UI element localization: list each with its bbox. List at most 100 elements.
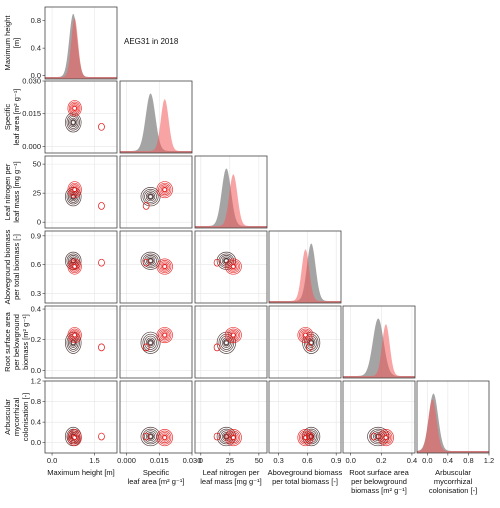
x-axis-label: leaf area [m² g⁻¹] bbox=[128, 477, 185, 486]
contour-group-a bbox=[67, 116, 79, 129]
panel-content bbox=[64, 426, 105, 447]
contour-group-b bbox=[303, 332, 308, 338]
y-tick-label: 0.0 bbox=[31, 71, 41, 80]
centroid-group-a bbox=[309, 341, 313, 345]
contour-group-a bbox=[218, 253, 235, 269]
contour-group-b bbox=[72, 332, 77, 338]
contour-group-a bbox=[145, 432, 156, 442]
contour-group-b bbox=[229, 331, 238, 339]
contour-group-b bbox=[297, 327, 314, 344]
panel-content bbox=[297, 327, 321, 354]
contour-group-a bbox=[148, 434, 153, 439]
outlier-contour bbox=[213, 343, 221, 352]
x-axis-label: Aboveground biomass bbox=[268, 468, 343, 477]
contour-group-a bbox=[67, 255, 79, 267]
x-tick-label: 0.8 bbox=[463, 456, 473, 465]
contour-group-a bbox=[140, 251, 161, 270]
density-group-b bbox=[417, 399, 489, 453]
centroid-group-b bbox=[163, 188, 167, 191]
outlier-contour bbox=[98, 122, 105, 131]
contour-group-b bbox=[67, 428, 82, 447]
contour-group-b bbox=[67, 258, 82, 275]
contour-group-b bbox=[70, 103, 80, 114]
contour-group-b bbox=[68, 182, 81, 197]
contour-group-b bbox=[230, 434, 237, 441]
contour-group-b bbox=[224, 428, 242, 447]
panel-frame bbox=[194, 230, 268, 304]
contour-group-a bbox=[142, 253, 159, 269]
outlier-contour bbox=[305, 343, 313, 352]
contour-group-a bbox=[144, 255, 157, 267]
contour-group-a bbox=[142, 188, 159, 205]
contour-group-a bbox=[144, 335, 157, 350]
x-tick-label: 0.000 bbox=[117, 456, 136, 465]
panel-content bbox=[120, 93, 192, 153]
centroid-group-b bbox=[73, 188, 76, 191]
x-axis-label: Arbuscular bbox=[435, 468, 471, 477]
panel-frame bbox=[268, 380, 342, 454]
contour-group-b bbox=[162, 332, 168, 338]
contour-group-b bbox=[156, 327, 173, 344]
panel-frame bbox=[44, 6, 118, 80]
panel-background bbox=[195, 306, 267, 378]
outlier-contour bbox=[305, 432, 313, 441]
contour-group-a bbox=[144, 430, 157, 443]
centroid-group-b bbox=[163, 333, 167, 337]
contour-group-a bbox=[145, 256, 156, 265]
density-group-b bbox=[45, 18, 117, 79]
contour-group-b bbox=[158, 260, 172, 274]
x-axis-label: colonisation [-] bbox=[429, 486, 477, 495]
contour-group-b bbox=[159, 261, 170, 272]
contour-group-b bbox=[162, 186, 168, 193]
y-tick-label: 0.3 bbox=[31, 289, 41, 298]
contour-group-b bbox=[229, 262, 238, 271]
contour-group-b bbox=[226, 328, 241, 342]
x-axis-label: leaf mass [mg g⁻¹] bbox=[200, 477, 261, 486]
contour-group-a bbox=[373, 432, 384, 442]
contour-group-b bbox=[67, 100, 82, 117]
y-axis-label: per total biomass [-] bbox=[12, 234, 21, 300]
contour-group-b bbox=[71, 262, 79, 271]
contour-group-b bbox=[298, 328, 312, 342]
contour-group-a bbox=[302, 331, 321, 354]
panel-background bbox=[269, 381, 341, 453]
contour-group-b bbox=[156, 428, 173, 447]
panel-frame bbox=[119, 380, 193, 454]
contour-group-a bbox=[147, 257, 154, 264]
panel-content bbox=[367, 426, 394, 447]
contour-group-a bbox=[66, 333, 80, 352]
density-group-b bbox=[343, 324, 415, 378]
x-tick-label: 0.4 bbox=[443, 456, 453, 465]
outlier-contour bbox=[142, 202, 150, 210]
contour-group-b bbox=[72, 435, 77, 440]
contour-group-b bbox=[159, 432, 170, 444]
y-axis-label: per belowground bbox=[12, 314, 21, 370]
panel-content bbox=[140, 181, 173, 210]
contour-group-a bbox=[308, 339, 315, 347]
panel-content bbox=[64, 251, 105, 275]
contour-group-a bbox=[67, 335, 79, 350]
contour-group-b bbox=[379, 430, 393, 445]
contour-group-b bbox=[377, 428, 394, 447]
contour-group-a bbox=[66, 188, 80, 205]
centroid-group-a bbox=[149, 341, 152, 345]
outlier-contour bbox=[98, 432, 105, 441]
contour-group-a bbox=[369, 428, 388, 445]
contour-group-b bbox=[300, 432, 311, 444]
y-tick-label: 0.6 bbox=[31, 260, 41, 269]
contour-group-b bbox=[72, 264, 77, 269]
centroid-group-a bbox=[149, 435, 152, 438]
panel-frame bbox=[194, 380, 268, 454]
centroid-group-b bbox=[163, 436, 167, 439]
panel-frame bbox=[44, 155, 118, 229]
contour-group-b bbox=[160, 331, 169, 339]
panel-content bbox=[213, 426, 242, 447]
x-tick-label: 0.0 bbox=[47, 456, 57, 465]
y-tick-label: 0.0 bbox=[31, 438, 41, 447]
x-tick-label: 0.3 bbox=[273, 456, 283, 465]
contour-group-a bbox=[221, 337, 231, 348]
x-tick-label: 0 bbox=[199, 456, 203, 465]
panel-frame bbox=[119, 305, 193, 379]
contour-group-b bbox=[224, 327, 242, 344]
contour-group-b bbox=[224, 258, 242, 275]
